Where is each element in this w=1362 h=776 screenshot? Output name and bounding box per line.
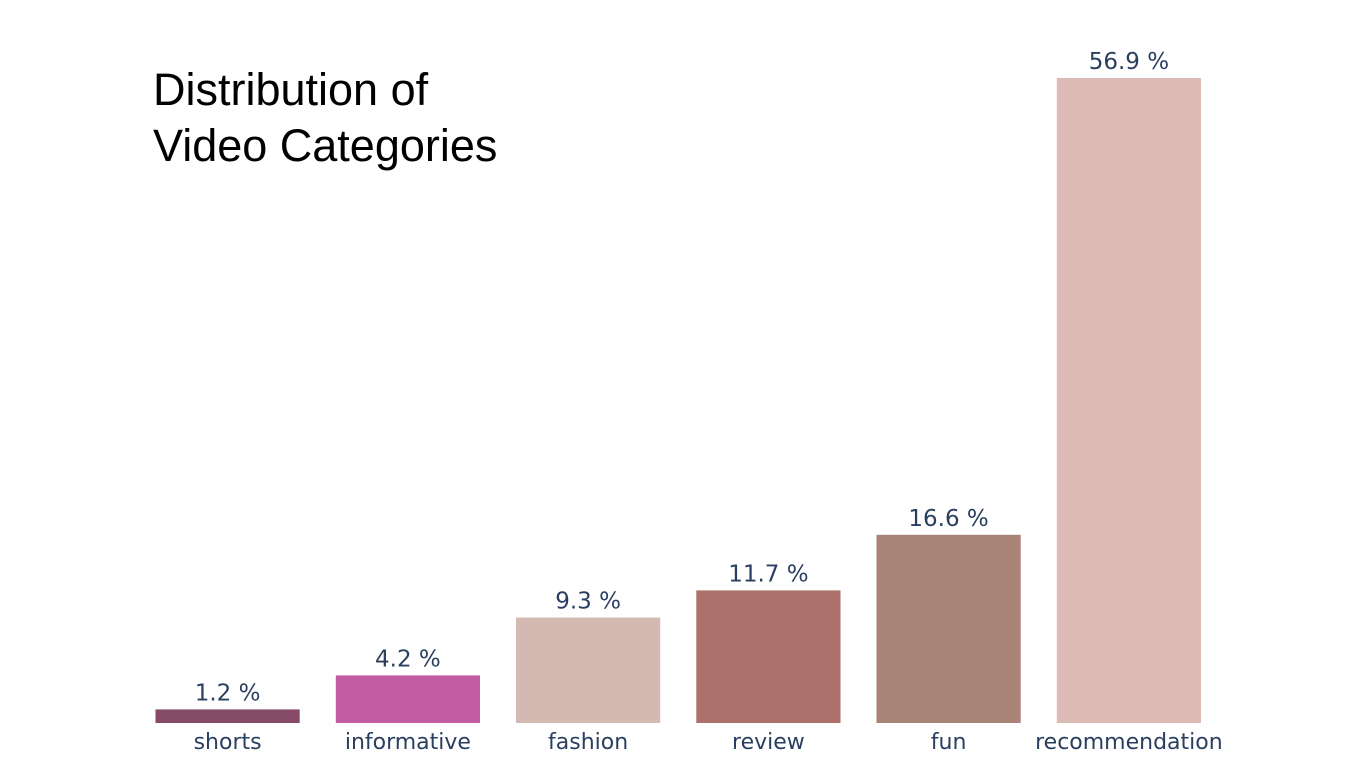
x-tick-label-shorts: shorts (194, 730, 262, 755)
bar-recommendation (1056, 78, 1201, 723)
value-label-shorts: 1.2 % (195, 680, 261, 706)
value-label-recommendation: 56.9 % (1089, 49, 1169, 75)
bar-shorts (155, 709, 300, 723)
bar-review (696, 590, 841, 723)
chart-title: Distribution of Video Categories (153, 62, 673, 174)
bar-fashion (516, 617, 661, 723)
x-tick-label-fun: fun (931, 730, 967, 755)
value-label-review: 11.7 % (728, 561, 808, 587)
value-label-informative: 4.2 % (375, 646, 441, 672)
bars-layer (155, 78, 1201, 723)
chart-title-line-1: Distribution of (153, 64, 429, 115)
x-tick-label-informative: informative (345, 730, 471, 755)
chart-title-line-2: Video Categories (153, 120, 498, 171)
x-tick-label-fashion: fashion (548, 730, 628, 755)
x-tick-label-recommendation: recommendation (1035, 730, 1223, 755)
value-labels-layer: 1.2 % 4.2 % 9.3 % 11.7 % 16.6 % 56.9 % (195, 49, 1169, 706)
bar-fun (876, 534, 1021, 723)
value-label-fashion: 9.3 % (555, 589, 621, 615)
value-label-fun: 16.6 % (908, 506, 988, 532)
x-axis-ticks: shorts informative fashion review fun recomme… (194, 730, 1223, 755)
x-tick-label-review: review (732, 730, 805, 755)
bar-informative (335, 675, 480, 723)
